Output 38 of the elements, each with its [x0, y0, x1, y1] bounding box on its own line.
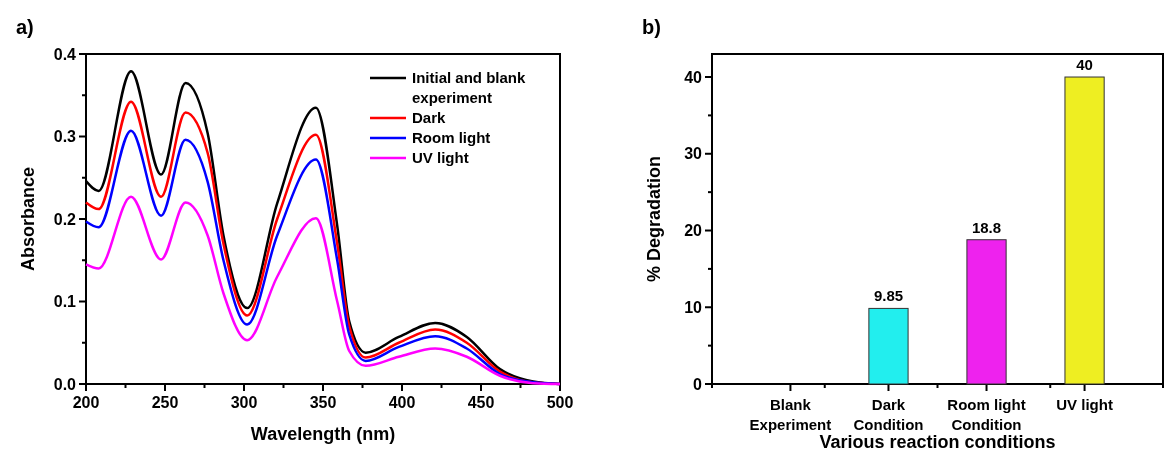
y-tick-label: 10	[684, 298, 703, 316]
y-tick-label: 0.1	[53, 293, 77, 311]
y-tick-label: 0.4	[53, 45, 77, 63]
x-tick-label: 450	[467, 394, 495, 411]
legend-label: Initial and blank experiment	[412, 69, 527, 107]
bar	[1064, 76, 1105, 385]
bar	[868, 307, 909, 385]
chart-title: a)	[16, 16, 34, 38]
x-tick-label: 350	[309, 394, 337, 411]
y-tick-label: 0.0	[53, 375, 77, 393]
legend-label: UV light	[412, 149, 469, 167]
x-tick-label: UV light	[1056, 396, 1113, 413]
y-axis-title: % Degradation	[644, 155, 664, 283]
x-tick-label: Room light Condition	[947, 396, 1026, 433]
y-axis-title: Absorbance	[18, 166, 38, 272]
data-label: 40	[1076, 56, 1093, 74]
y-tick-label: 20	[684, 222, 703, 240]
y-tick-label: 30	[684, 145, 703, 163]
x-tick-label: 250	[151, 394, 179, 411]
x-tick-label: Dark Condition	[853, 396, 924, 433]
x-axis-title: Wavelength (nm)	[250, 424, 396, 444]
data-label: 9.85	[873, 287, 904, 305]
x-axis-title: Various reaction conditions	[819, 432, 1056, 452]
legend-label: Dark	[412, 109, 447, 127]
x-tick-label: 500	[546, 394, 574, 411]
legend-label: Room light	[412, 129, 491, 147]
chart-title: b)	[642, 16, 661, 38]
x-tick-label: 300	[230, 394, 258, 411]
y-tick-label: 0.3	[53, 128, 77, 146]
x-tick-label: 400	[388, 394, 416, 411]
x-tick-label: Blank Experiment	[749, 396, 832, 433]
bar	[966, 239, 1007, 385]
y-tick-label: 40	[684, 68, 703, 86]
y-tick-label: 0	[693, 375, 703, 393]
y-tick-label: 0.2	[53, 210, 77, 228]
data-label: 18.8	[971, 218, 1002, 236]
line-series	[84, 195, 562, 386]
x-tick-label: 200	[72, 394, 100, 411]
